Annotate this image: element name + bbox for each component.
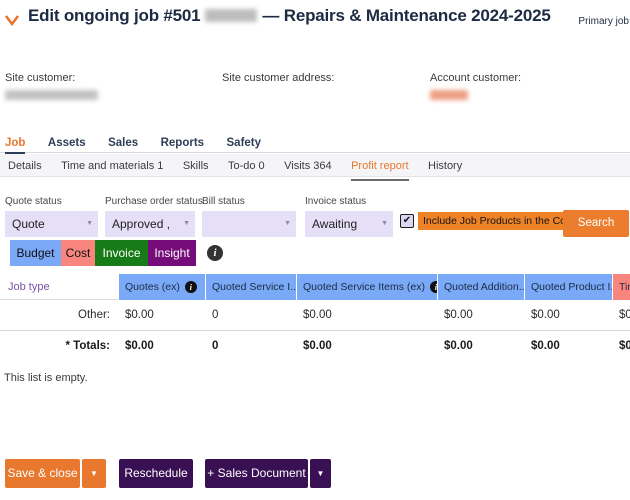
- cell-quoted-service: 0: [212, 340, 219, 352]
- info-icon[interactable]: i: [207, 245, 223, 261]
- column-header-time[interactable]: Tim...: [612, 274, 630, 300]
- info-icon[interactable]: i: [184, 281, 197, 293]
- account-customer-block: Account customer:: [430, 72, 521, 100]
- tab-job[interactable]: Job: [5, 137, 26, 155]
- cell-quoted-service-items: $0.00: [303, 309, 332, 321]
- site-customer-label: Site customer:: [5, 72, 76, 84]
- save-options-dropdown-button[interactable]: ▼: [82, 459, 106, 488]
- include-job-products-label[interactable]: Include Job Products in the Cost: [418, 212, 580, 230]
- cell-quoted-service: 0: [212, 309, 219, 321]
- column-header-quoted-additional[interactable]: Quoted Addition...: [437, 274, 524, 300]
- sales-document-dropdown-button[interactable]: ▼: [310, 459, 331, 488]
- reschedule-button[interactable]: Reschedule: [119, 459, 193, 488]
- main-tab-bar: Job Assets Sales Reports Safety: [0, 133, 630, 155]
- site-customer-block: Site customer:: [5, 72, 98, 100]
- account-customer-label: Account customer:: [430, 72, 522, 84]
- subtab-details[interactable]: Details: [8, 160, 42, 172]
- redacted-job-name: [205, 8, 258, 22]
- cell-quoted-product: $0.00: [531, 309, 560, 321]
- subtab-time-and-materials[interactable]: Time and materials 1: [61, 160, 164, 172]
- chevron-down-icon: ▼: [316, 469, 325, 478]
- chevron-down-icon: ▼: [381, 220, 388, 227]
- include-job-products-checkbox[interactable]: ✔: [400, 214, 414, 228]
- tab-sales[interactable]: Sales: [108, 137, 139, 149]
- quote-status-value: Quote: [12, 217, 45, 231]
- bill-status-select[interactable]: ▼: [202, 211, 296, 237]
- purchase-order-status-filter: Purchase order status Approved , ▼: [105, 196, 203, 237]
- cell-quoted-product: $0.00: [531, 340, 560, 352]
- tab-reports[interactable]: Reports: [160, 137, 205, 149]
- tab-safety[interactable]: Safety: [226, 137, 262, 149]
- cell-quotes-ex: $0.00: [125, 340, 154, 352]
- cell-quoted-additional: $0.00: [444, 340, 473, 352]
- check-icon: ✔: [402, 215, 412, 226]
- toggle-invoice[interactable]: Invoice: [95, 240, 148, 266]
- redacted-account-customer-link[interactable]: [430, 90, 468, 100]
- cell-time: $0: [619, 309, 630, 321]
- empty-list-message: This list is empty.: [4, 372, 88, 384]
- subtab-skills[interactable]: Skills: [182, 160, 209, 172]
- row-label: * Totals:: [65, 340, 110, 352]
- invoice-status-value: Awaiting: [312, 217, 358, 231]
- cell-quoted-service-items: $0.00: [303, 340, 332, 352]
- subtab-todo[interactable]: To-do 0: [227, 160, 265, 172]
- invoice-status-filter: Invoice status Awaiting ▼: [305, 196, 393, 237]
- tab-assets[interactable]: Assets: [47, 137, 86, 149]
- quote-status-label: Quote status: [5, 196, 62, 207]
- save-and-close-button[interactable]: Save & close: [5, 459, 80, 488]
- purchase-order-status-select[interactable]: Approved , ▼: [105, 211, 195, 237]
- collapse-chevron-icon[interactable]: [3, 12, 21, 28]
- page-title-suffix: — Repairs & Maintenance 2024-2025: [262, 6, 551, 25]
- bill-status-label: Bill status: [202, 196, 245, 207]
- toggle-budget[interactable]: Budget: [10, 240, 61, 266]
- page-title: Edit ongoing job #501 — Repairs & Mainten…: [28, 3, 573, 28]
- invoice-status-select[interactable]: Awaiting ▼: [305, 211, 393, 237]
- chevron-down-icon: ▼: [183, 220, 190, 227]
- toggle-insight[interactable]: Insight: [148, 240, 196, 266]
- chevron-down-icon: ▼: [86, 220, 93, 227]
- cell-quoted-additional: $0.00: [444, 309, 473, 321]
- purchase-order-status-value: Approved ,: [112, 217, 171, 231]
- column-header-job-type[interactable]: Job type: [0, 274, 118, 300]
- quote-status-filter: Quote status Quote ▼: [5, 196, 98, 237]
- column-header-quotes-ex[interactable]: Quotes (ex) i: [118, 274, 205, 300]
- info-icon[interactable]: i: [429, 281, 437, 293]
- column-header-quoted-service[interactable]: Quoted Service I...: [205, 274, 296, 300]
- table-header-row: Job type Quotes (ex) i Quoted Service I..…: [0, 274, 630, 300]
- column-header-quoted-service-items-ex[interactable]: Quoted Service Items (ex) i: [296, 274, 437, 300]
- add-sales-document-button[interactable]: + Sales Document: [205, 459, 308, 488]
- cell-quotes-ex: $0.00: [125, 309, 154, 321]
- row-label: Other:: [78, 309, 110, 321]
- page-title-prefix: Edit ongoing job #501: [28, 6, 201, 25]
- bill-status-filter: Bill status ▼: [202, 196, 296, 237]
- subtab-history[interactable]: History: [428, 160, 463, 172]
- profit-report-table: Job type Quotes (ex) i Quoted Service I..…: [0, 274, 630, 361]
- chevron-down-icon: ▼: [90, 469, 98, 478]
- site-customer-address-label: Site customer address:: [222, 72, 335, 84]
- primary-job-label: Primary job: [578, 16, 629, 27]
- cell-time: $0: [619, 340, 630, 352]
- subtab-profit-report[interactable]: Profit report: [351, 155, 409, 181]
- site-customer-address-block: Site customer address:: [222, 72, 335, 84]
- table-row-other: Other: $0.00 0 $0.00 $0.00 $0.00 $0: [0, 300, 630, 331]
- chevron-down-icon: ▼: [284, 220, 291, 227]
- subtab-visits[interactable]: Visits 364: [284, 160, 332, 172]
- quote-status-select[interactable]: Quote ▼: [5, 211, 98, 237]
- redacted-site-customer-value: [5, 90, 98, 100]
- table-row-totals: * Totals: $0.00 0 $0.00 $0.00 $0.00 $0: [0, 331, 630, 361]
- toggle-cost[interactable]: Cost: [61, 240, 95, 266]
- purchase-order-status-label: Purchase order status: [105, 196, 203, 207]
- invoice-status-label: Invoice status: [305, 196, 367, 207]
- column-header-quoted-product[interactable]: Quoted Product I...: [524, 274, 612, 300]
- search-button[interactable]: Search: [563, 210, 629, 237]
- sub-tab-bar: Details Time and materials 1 Skills To-d…: [0, 154, 630, 181]
